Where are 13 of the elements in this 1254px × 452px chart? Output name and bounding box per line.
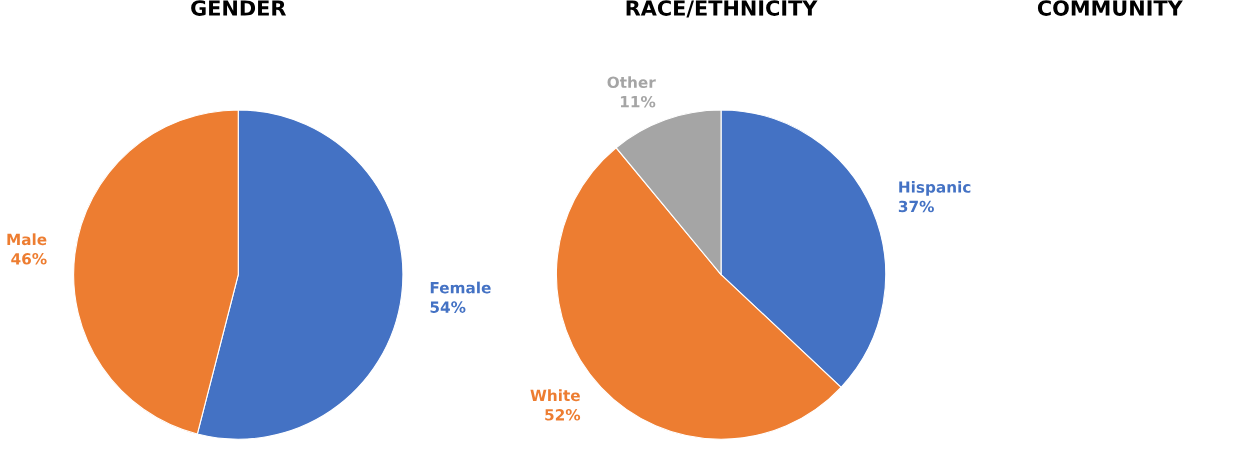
slice-label: Hispanic [899,180,971,196]
slice-label: White [530,389,580,402]
text: COMMUNITY [1037,0,1183,16]
data-label: 46% [11,253,47,265]
data-label: 11% [620,95,656,108]
chart-title: GENDER [191,0,287,16]
data-label: 54% [430,301,466,313]
slice-label: Female [430,281,491,294]
slice-label: Other [607,76,656,89]
data-label: 52% [545,409,581,421]
slice-label: Male [7,233,47,246]
data-label: 37% [898,200,934,213]
chart-title: RACE/ETHNICITY [626,0,818,18]
